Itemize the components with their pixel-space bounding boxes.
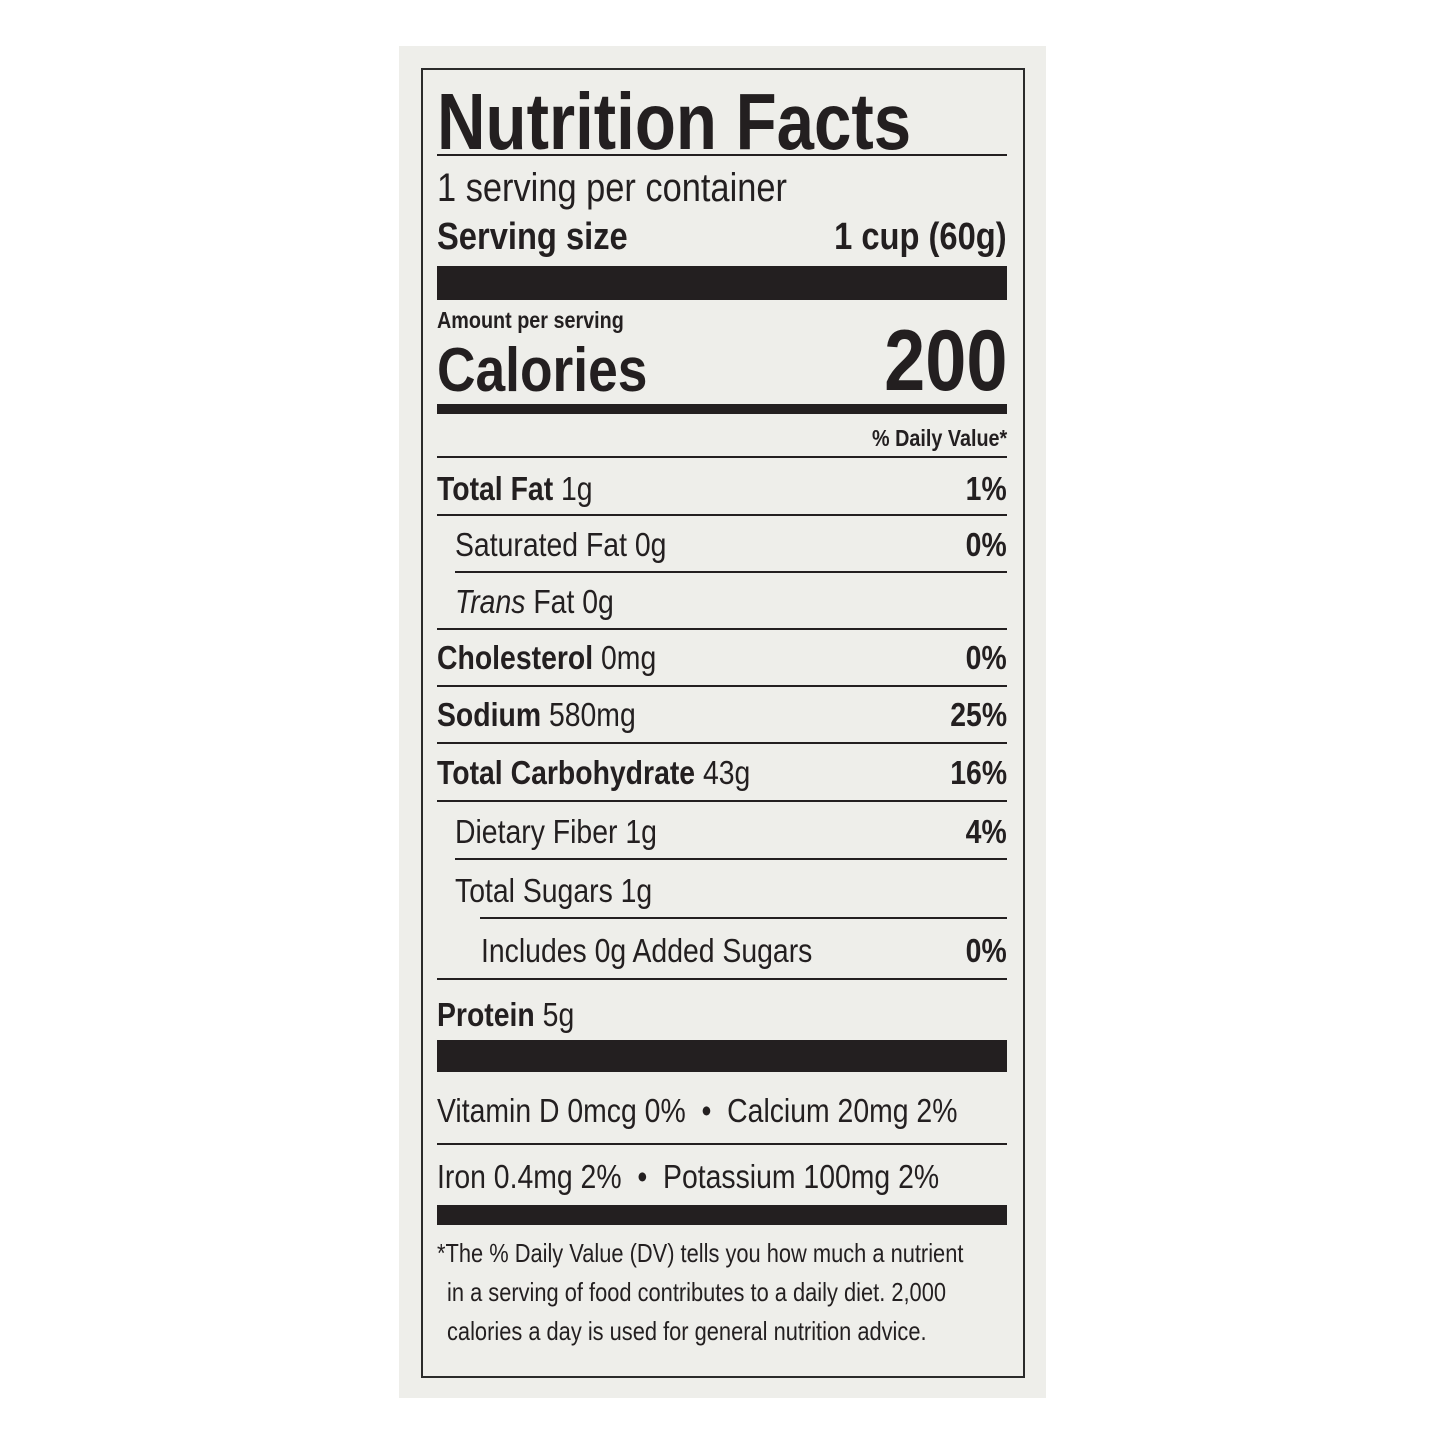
nutrient-dietary-fiber: Dietary Fiber 1g [455, 813, 657, 850]
serving-size-value: 1 cup (60g) [834, 216, 1007, 258]
footnote-line-3: calories a day is used for general nutri… [447, 1316, 927, 1346]
amount-per-serving: Amount per serving [437, 307, 624, 333]
medium-bar [437, 404, 1007, 414]
dv-saturated-fat: 0% [965, 526, 1007, 563]
dv-total-carbohydrate: 16% [950, 754, 1007, 791]
nutrient-protein: Protein 5g [437, 996, 575, 1033]
nutrient-added-sugars: Includes 0g Added Sugars [481, 932, 813, 969]
medium-bar [437, 1205, 1007, 1225]
thick-bar [437, 266, 1007, 300]
label-border [421, 68, 1025, 1378]
divider [437, 685, 1007, 687]
serving-size-label: Serving size [437, 216, 628, 258]
footnote-line-1: *The % Daily Value (DV) tells you how mu… [437, 1238, 964, 1268]
nutrient-total-carbohydrate: Total Carbohydrate 43g [437, 754, 751, 791]
daily-value-header: % Daily Value* [871, 425, 1007, 451]
title: Nutrition Facts [437, 77, 912, 166]
divider [455, 858, 1007, 860]
dv-dietary-fiber: 4% [965, 813, 1007, 850]
divider [455, 571, 1007, 573]
dv-cholesterol: 0% [965, 639, 1007, 676]
divider [437, 154, 1007, 156]
dv-added-sugars: 0% [965, 932, 1007, 969]
dv-sodium: 25% [950, 696, 1007, 733]
divider [437, 978, 1007, 980]
divider [437, 1143, 1007, 1145]
nutrient-total-sugars: Total Sugars 1g [455, 872, 653, 909]
dv-total-fat: 1% [965, 470, 1007, 507]
nutrient-saturated-fat: Saturated Fat 0g [455, 526, 667, 563]
calories-label: Calories [437, 336, 648, 405]
servings-per-container: 1 serving per container [437, 166, 787, 210]
nutrient-trans-fat: Trans Fat 0g [455, 583, 614, 620]
nutrient-sodium: Sodium 580mg [437, 696, 636, 733]
micronutrients-row-2: Iron 0.4mg 2% • Potassium 100mg 2% [437, 1158, 940, 1195]
thick-bar [437, 1040, 1007, 1072]
divider [437, 742, 1007, 744]
divider [437, 514, 1007, 516]
nutrient-cholesterol: Cholesterol 0mg [437, 639, 657, 676]
footnote-line-2: in a serving of food contributes to a da… [447, 1277, 946, 1307]
calories-value: 200 [883, 313, 1007, 409]
divider [437, 628, 1007, 630]
divider [480, 917, 1007, 919]
nutrient-total-fat: Total Fat 1g [437, 470, 593, 507]
divider [437, 456, 1007, 458]
micronutrients-row-1: Vitamin D 0mcg 0% • Calcium 20mg 2% [437, 1092, 958, 1129]
divider [437, 800, 1007, 802]
